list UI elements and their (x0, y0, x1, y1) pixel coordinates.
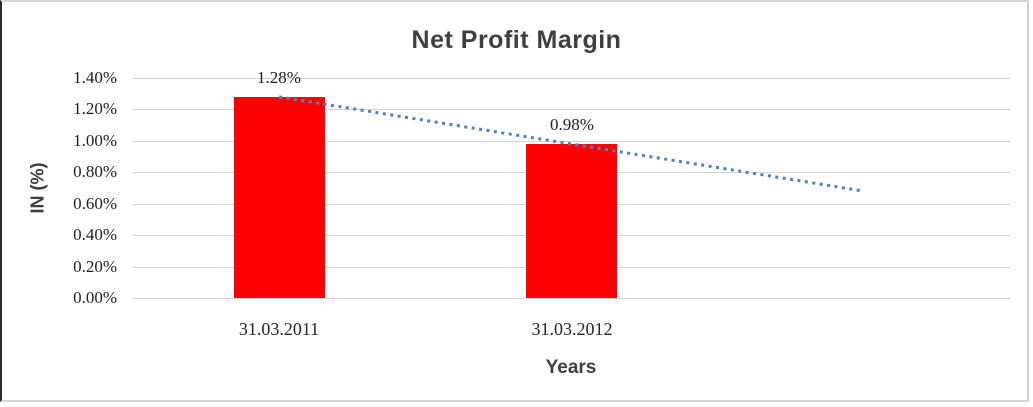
y-tick-label: 0.00% (73, 288, 117, 307)
x-category-label: 31.03.2011 (238, 319, 320, 339)
y-axis-title: IN (%) (27, 162, 48, 214)
gridline (133, 298, 1010, 299)
x-axis-title: Years (545, 357, 597, 378)
x-category-label: 31.03.2012 (531, 319, 613, 339)
y-tick-label: 0.40% (73, 225, 117, 244)
bar (234, 97, 325, 298)
y-tick-label: 1.00% (73, 131, 117, 150)
gridline (133, 78, 1010, 79)
y-tick-label: 0.60% (73, 194, 117, 213)
y-tick-label: 1.20% (73, 99, 117, 118)
bar-data-label: 1.28% (257, 68, 301, 87)
y-tick-label: 0.80% (73, 162, 117, 181)
chart-title: Net Profit Margin (411, 26, 622, 54)
y-tick-label: 1.40% (73, 68, 117, 87)
y-tick-label: 0.20% (73, 257, 117, 276)
bar-data-label: 0.98% (550, 115, 594, 134)
bar (526, 144, 617, 298)
